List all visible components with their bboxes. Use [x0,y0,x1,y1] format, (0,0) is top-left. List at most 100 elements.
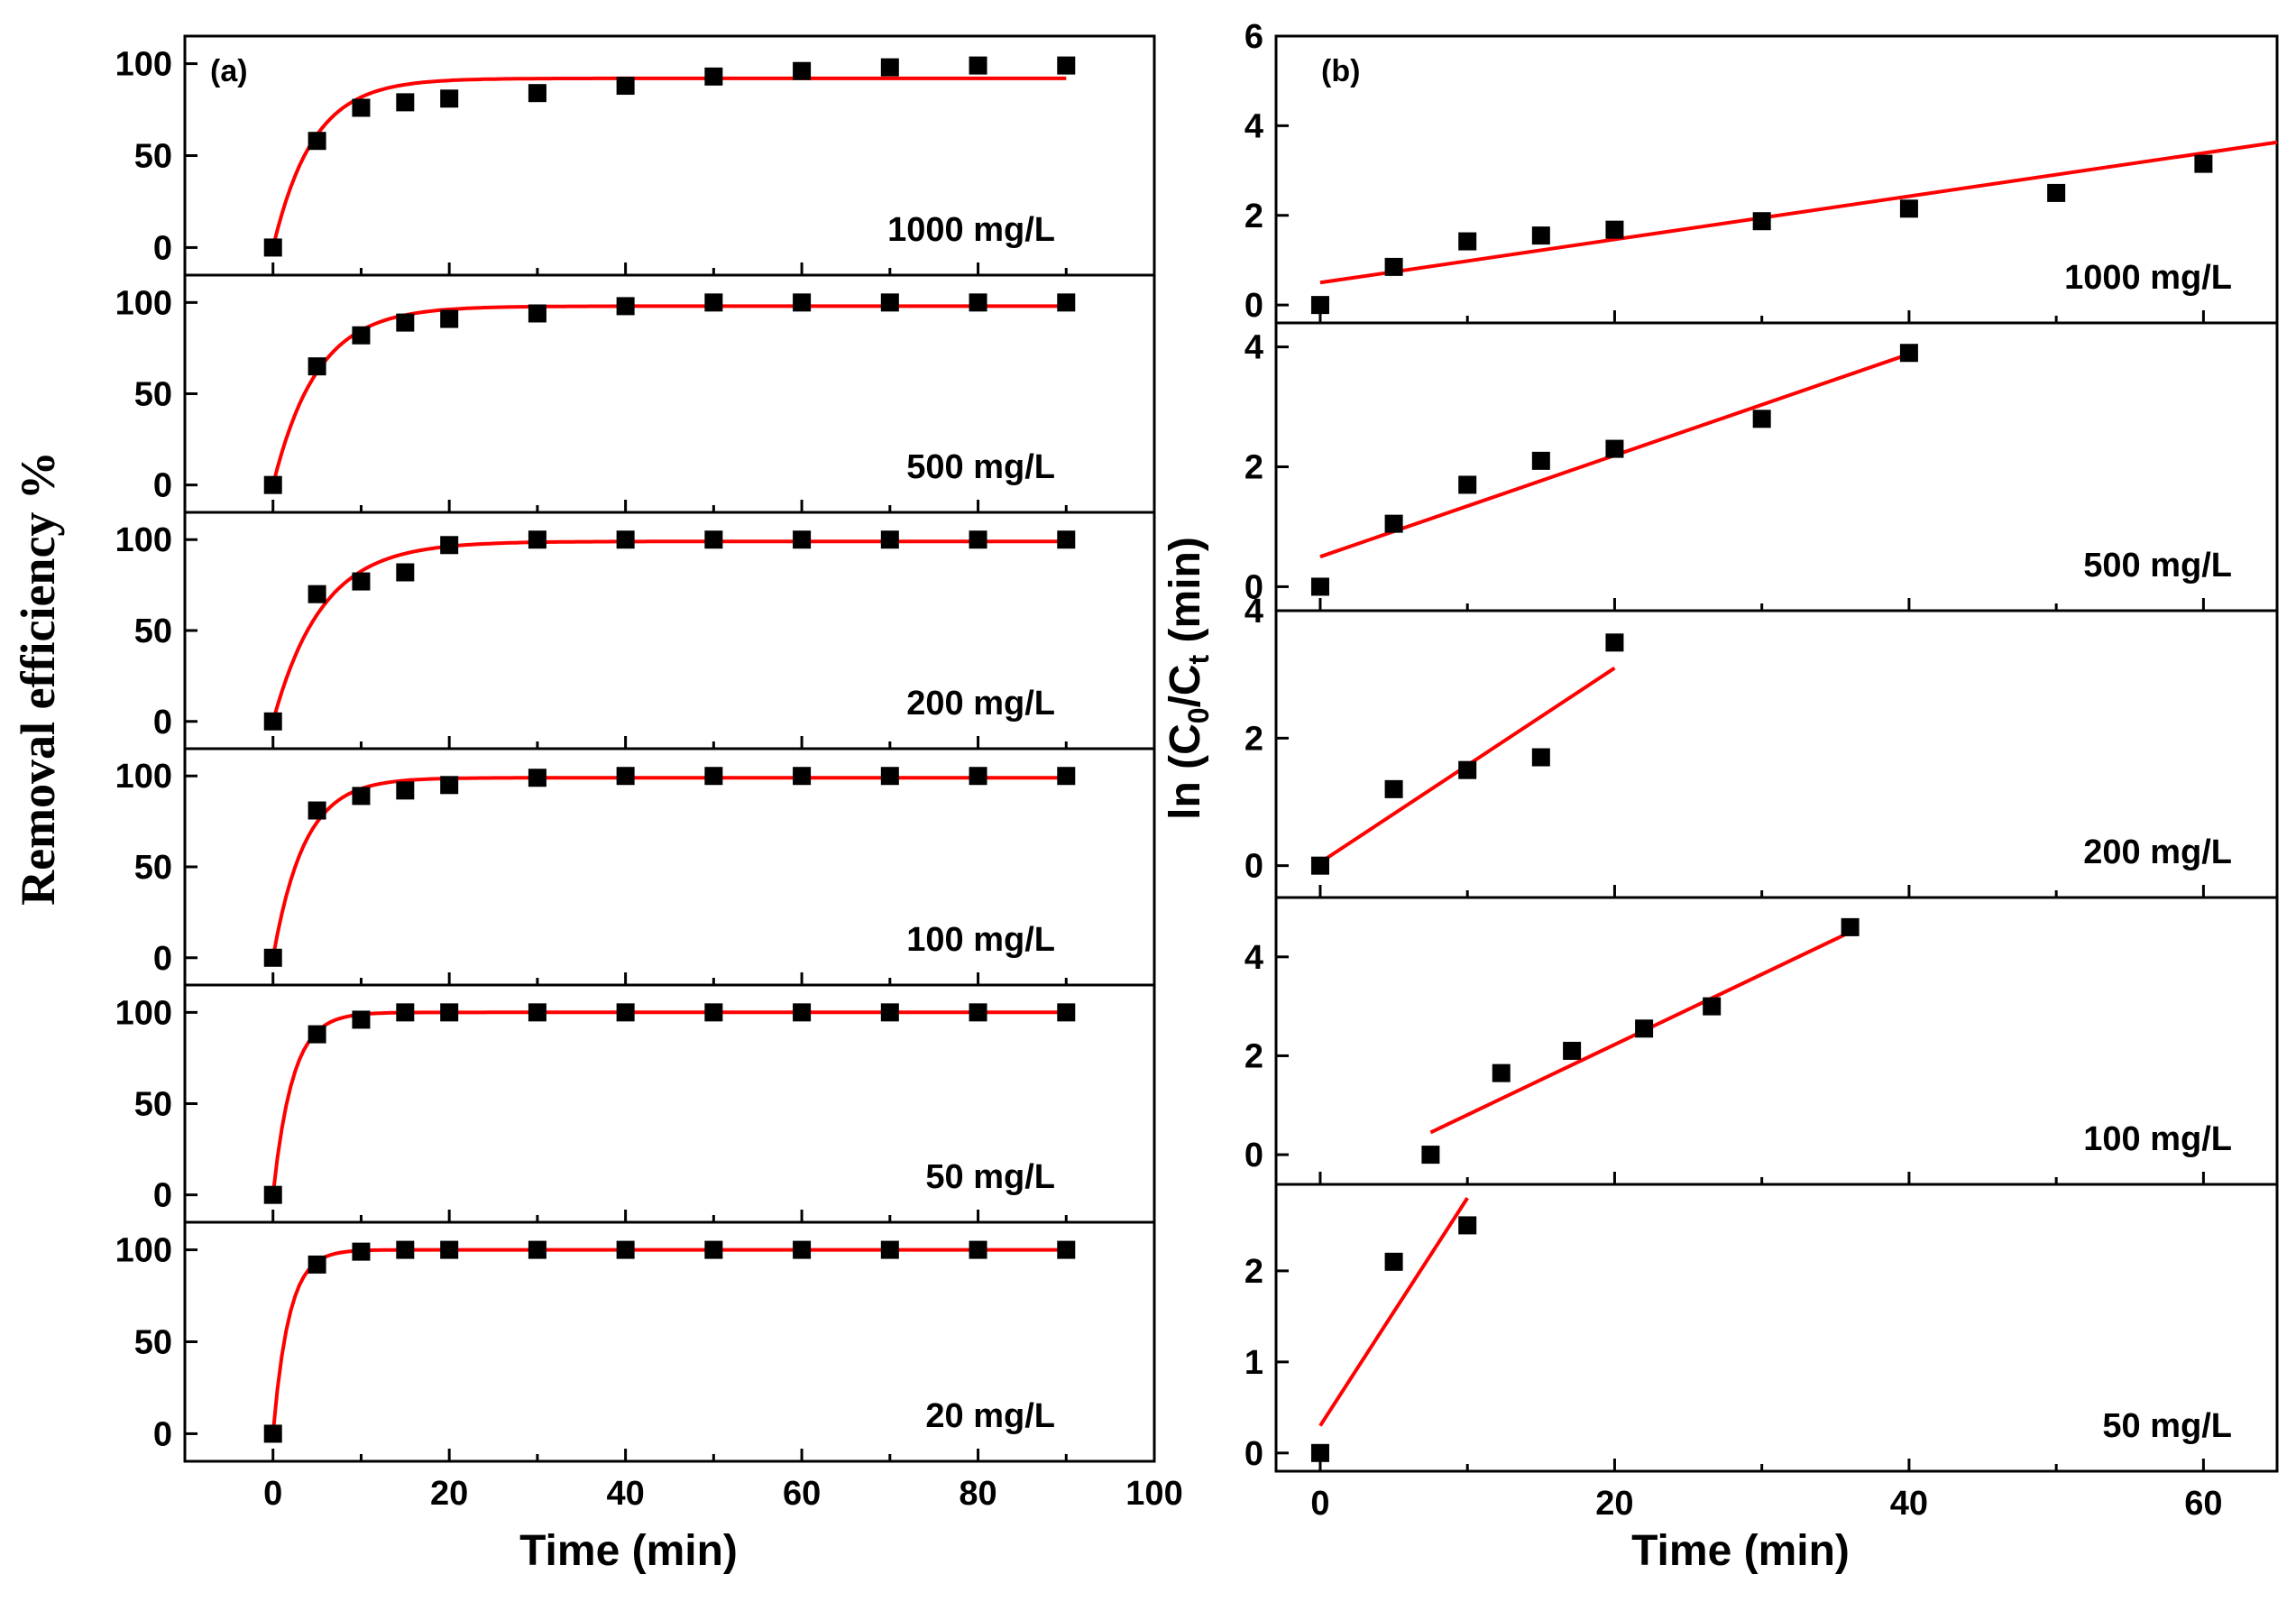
concentration-label: 1000 mg/L [887,211,1055,249]
data-point [263,1424,282,1443]
y-tick-label: 0 [153,1177,172,1215]
data-point [308,801,326,820]
data-point [793,530,812,549]
ylabel-mid: /C [1162,664,1209,707]
data-point [263,712,282,731]
data-point [263,1185,282,1204]
concentration-label: 200 mg/L [2083,833,2232,871]
data-point [793,293,812,312]
y-tick-label: 0 [1244,568,1263,606]
data-point [308,132,326,151]
data-point [2194,154,2213,173]
panel-a-label: (a) [210,54,248,88]
data-point [1384,1252,1403,1271]
data-point [2047,183,2066,202]
data-point [793,767,812,786]
data-point [1752,410,1771,428]
data-point [396,563,415,582]
data-point [616,297,635,316]
subplot-b-2: 0 2 4 200 mg/L [1244,593,2279,899]
panel-b-x-axis-title: Time (min) [1631,1527,1850,1575]
data-point [1057,1003,1076,1022]
data-point [528,530,546,549]
data-point [1057,530,1076,549]
fit-line [1319,140,2278,285]
y-tick-label: 50 [134,849,172,887]
x-tick-label: 60 [783,1475,821,1513]
data-point [969,1003,987,1022]
y-tick-label: 100 [115,521,172,559]
fit-curve [271,76,1067,248]
data-point [1752,212,1771,231]
x-tick-label: 40 [606,1475,644,1513]
y-tick-label: 50 [134,1324,172,1362]
data-point [1703,997,1722,1016]
ylabel-sub2: t [1182,654,1215,664]
concentration-label: 1000 mg/L [2064,259,2232,297]
y-tick-label: 0 [153,1415,172,1453]
concentration-label: 200 mg/L [906,685,1055,723]
data-point [1057,1240,1076,1259]
data-point [1531,226,1550,245]
data-point [440,89,459,108]
data-point [1531,451,1550,470]
panel-b: (b) Time (min) ln (C0/Ct (min) 02461000 … [1162,18,2279,1575]
ylabel-post: (min) [1162,537,1209,655]
data-point [352,787,371,806]
data-point [1421,1146,1440,1165]
data-point [969,1240,987,1259]
subplot-b-3: 0 2 4 100 mg/L [1244,896,2279,1186]
data-point [1310,856,1329,875]
y-tick-label: 6 [1244,18,1263,56]
data-point [352,572,371,591]
data-point [1310,1443,1329,1462]
subplot-a-0: 0 50 100 1000 mg/L [115,34,1156,277]
data-point [880,767,899,786]
subplot-a-2: 0 50 100 200 mg/L [115,511,1156,750]
data-point [440,1003,459,1022]
y-tick-label: 4 [1244,107,1263,145]
subplot-a-4: 0 50 100 50 mg/L [115,983,1156,1224]
data-point [1057,767,1076,786]
y-tick-label: 4 [1244,593,1263,631]
data-point [880,58,899,77]
x-tick-label: 80 [959,1475,996,1513]
data-point [263,475,282,494]
concentration-label: 50 mg/L [2102,1407,2232,1445]
data-point [880,293,899,312]
data-point [396,1003,415,1022]
data-point [440,536,459,555]
data-point [793,61,812,80]
concentration-label: 20 mg/L [925,1397,1055,1435]
data-point [793,1003,812,1022]
data-point [704,767,723,786]
subplot-b-0: 0 2 4 6 1000 mg/L [1244,18,2279,325]
y-tick-label: 100 [115,1232,172,1270]
data-point [1384,257,1403,276]
data-point [440,776,459,795]
data-point [396,781,415,800]
y-tick-label: 0 [153,229,172,267]
data-point [528,1003,546,1022]
y-tick-label: 50 [134,1086,172,1124]
data-point [352,1242,371,1261]
y-tick-label: 50 [134,612,172,650]
data-point [1492,1063,1511,1082]
y-tick-label: 0 [1244,287,1263,325]
y-tick-label: 0 [1244,848,1263,886]
panel-a: (a) Time (min) Removal efficiency % 0 50 1… [11,34,1183,1575]
subplot-b-4: 0 1 2 50 mg/L [1244,1183,2279,1473]
y-tick-label: 50 [134,138,172,176]
data-point [1310,577,1329,596]
subplot-a-1: 0 50 100 500 mg/L [115,273,1156,514]
subplot-a-5: 0 50 100 20 mg/L [115,1220,1156,1463]
data-point [1384,779,1403,798]
panel-a-plots: 0 50 100 1000 mg/L 0 50 100 500 mg/L 0 50 100 200 m… [115,34,1183,1513]
data-point [352,1010,371,1029]
y-tick-label: 2 [1244,1037,1263,1075]
subplot-a-3: 0 50 100 100 mg/L [115,747,1156,987]
y-tick-label: 100 [115,46,172,84]
y-tick-label: 4 [1244,329,1263,367]
data-point [1605,439,1624,458]
fit-line [1318,1197,1469,1427]
